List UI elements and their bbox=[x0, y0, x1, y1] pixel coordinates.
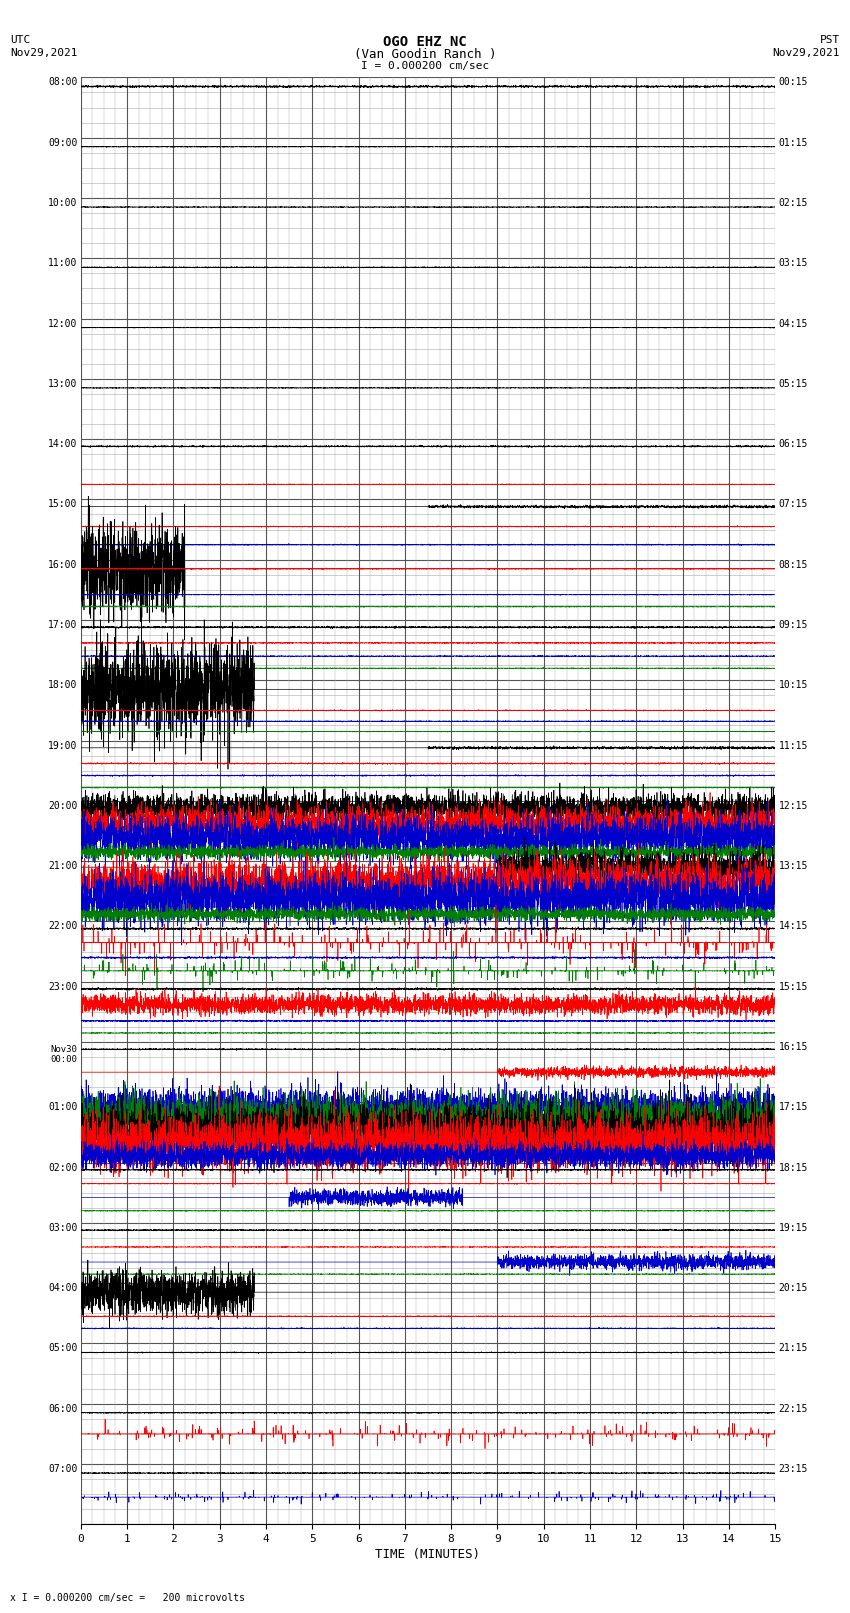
Text: 15:15: 15:15 bbox=[779, 982, 808, 992]
Text: 13:15: 13:15 bbox=[779, 861, 808, 871]
Text: 07:00: 07:00 bbox=[48, 1465, 77, 1474]
Text: 19:00: 19:00 bbox=[48, 740, 77, 750]
Text: 11:00: 11:00 bbox=[48, 258, 77, 268]
Text: UTC: UTC bbox=[10, 35, 31, 45]
Text: 19:15: 19:15 bbox=[779, 1223, 808, 1232]
Text: I = 0.000200 cm/sec: I = 0.000200 cm/sec bbox=[361, 61, 489, 71]
Text: 12:15: 12:15 bbox=[779, 802, 808, 811]
Text: 21:00: 21:00 bbox=[48, 861, 77, 871]
Text: 18:00: 18:00 bbox=[48, 681, 77, 690]
Text: Nov29,2021: Nov29,2021 bbox=[10, 48, 77, 58]
Text: 06:15: 06:15 bbox=[779, 439, 808, 448]
Text: 10:15: 10:15 bbox=[779, 681, 808, 690]
Text: 14:15: 14:15 bbox=[779, 921, 808, 931]
Text: 06:00: 06:00 bbox=[48, 1403, 77, 1413]
Text: 16:00: 16:00 bbox=[48, 560, 77, 569]
Text: 10:00: 10:00 bbox=[48, 198, 77, 208]
Text: 00:15: 00:15 bbox=[779, 77, 808, 87]
Text: 18:15: 18:15 bbox=[779, 1163, 808, 1173]
Text: x I = 0.000200 cm/sec =   200 microvolts: x I = 0.000200 cm/sec = 200 microvolts bbox=[10, 1594, 245, 1603]
Text: 23:15: 23:15 bbox=[779, 1465, 808, 1474]
Text: 04:15: 04:15 bbox=[779, 319, 808, 329]
Text: 05:15: 05:15 bbox=[779, 379, 808, 389]
Text: PST: PST bbox=[819, 35, 840, 45]
Text: 15:00: 15:00 bbox=[48, 500, 77, 510]
Text: 03:00: 03:00 bbox=[48, 1223, 77, 1232]
Text: 11:15: 11:15 bbox=[779, 740, 808, 750]
Text: 20:15: 20:15 bbox=[779, 1284, 808, 1294]
Text: 07:15: 07:15 bbox=[779, 500, 808, 510]
Text: 20:00: 20:00 bbox=[48, 802, 77, 811]
Text: OGO EHZ NC: OGO EHZ NC bbox=[383, 35, 467, 50]
Text: 17:00: 17:00 bbox=[48, 619, 77, 631]
X-axis label: TIME (MINUTES): TIME (MINUTES) bbox=[376, 1548, 480, 1561]
Text: 09:15: 09:15 bbox=[779, 619, 808, 631]
Text: 21:15: 21:15 bbox=[779, 1344, 808, 1353]
Text: 22:00: 22:00 bbox=[48, 921, 77, 931]
Text: 01:15: 01:15 bbox=[779, 137, 808, 148]
Text: 13:00: 13:00 bbox=[48, 379, 77, 389]
Text: 01:00: 01:00 bbox=[48, 1102, 77, 1113]
Text: 09:00: 09:00 bbox=[48, 137, 77, 148]
Text: 12:00: 12:00 bbox=[48, 319, 77, 329]
Text: 16:15: 16:15 bbox=[779, 1042, 808, 1052]
Text: 08:00: 08:00 bbox=[48, 77, 77, 87]
Text: 08:15: 08:15 bbox=[779, 560, 808, 569]
Text: 03:15: 03:15 bbox=[779, 258, 808, 268]
Text: 05:00: 05:00 bbox=[48, 1344, 77, 1353]
Text: 02:00: 02:00 bbox=[48, 1163, 77, 1173]
Text: (Van Goodin Ranch ): (Van Goodin Ranch ) bbox=[354, 48, 496, 61]
Text: Nov29,2021: Nov29,2021 bbox=[773, 48, 840, 58]
Text: Nov30
00:00: Nov30 00:00 bbox=[50, 1045, 77, 1065]
Text: 23:00: 23:00 bbox=[48, 982, 77, 992]
Text: 17:15: 17:15 bbox=[779, 1102, 808, 1113]
Text: 22:15: 22:15 bbox=[779, 1403, 808, 1413]
Text: 04:00: 04:00 bbox=[48, 1284, 77, 1294]
Text: 14:00: 14:00 bbox=[48, 439, 77, 448]
Text: 02:15: 02:15 bbox=[779, 198, 808, 208]
